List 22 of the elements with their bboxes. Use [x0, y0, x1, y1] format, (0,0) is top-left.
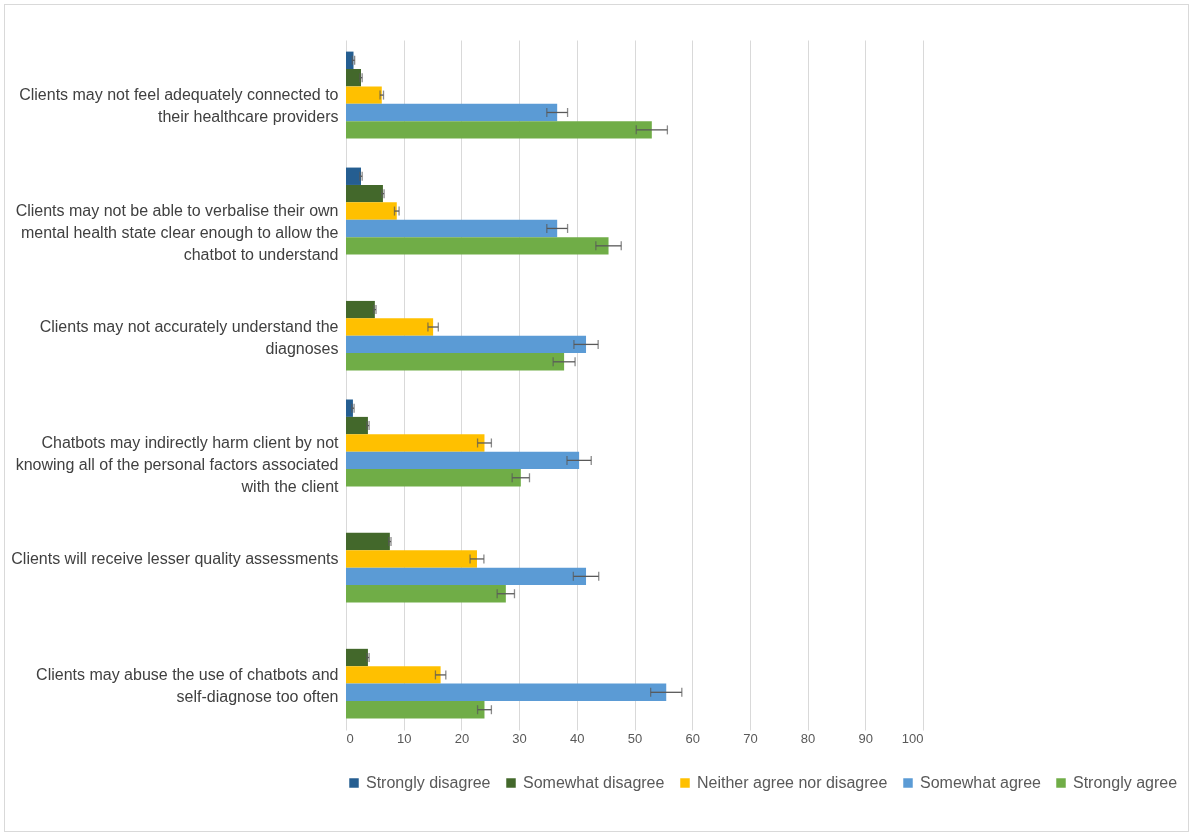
legend-label: Somewhat disagree [523, 774, 665, 791]
x-tick-label: 90 [858, 730, 874, 746]
x-tick-label: 60 [685, 730, 700, 746]
legend-label: Strongly agree [1073, 774, 1178, 791]
x-tick-label: 80 [800, 730, 816, 746]
x-tick-label: 40 [570, 730, 585, 746]
legend-label: Somewhat agree [920, 774, 1042, 791]
x-tick-label: 100 [901, 730, 924, 746]
y-tick-label: Clients may not feel adequately connected to their healthcare providers [19, 86, 339, 126]
x-tick-label: 0 [346, 730, 354, 746]
x-tick-label: 20 [454, 730, 470, 746]
x-tick-label: 70 [743, 730, 758, 746]
legend-label: Neither agree nor disagree [697, 774, 888, 791]
x-tick-label: 30 [512, 730, 527, 746]
legend-label: Strongly disagree [366, 774, 491, 791]
y-tick-label: Clients may not be able to verbalise their own mental health state clear enough to allow the chatbot to understand [15, 202, 339, 264]
x-tick-label: 10 [396, 730, 412, 746]
x-tick-label: 50 [627, 730, 643, 746]
y-tick-label: Clients will receive lesser quality assessments [11, 549, 339, 567]
y-tick-label: Chatbots may indirectly harm client by not knowing all of the personal factors associated with the client [15, 433, 340, 495]
y-tick-label: Clients may abuse the use of chatbots and self-diagnose too often [36, 665, 339, 705]
y-tick-label: Clients may not accurately understand the diagnoses [39, 318, 339, 358]
